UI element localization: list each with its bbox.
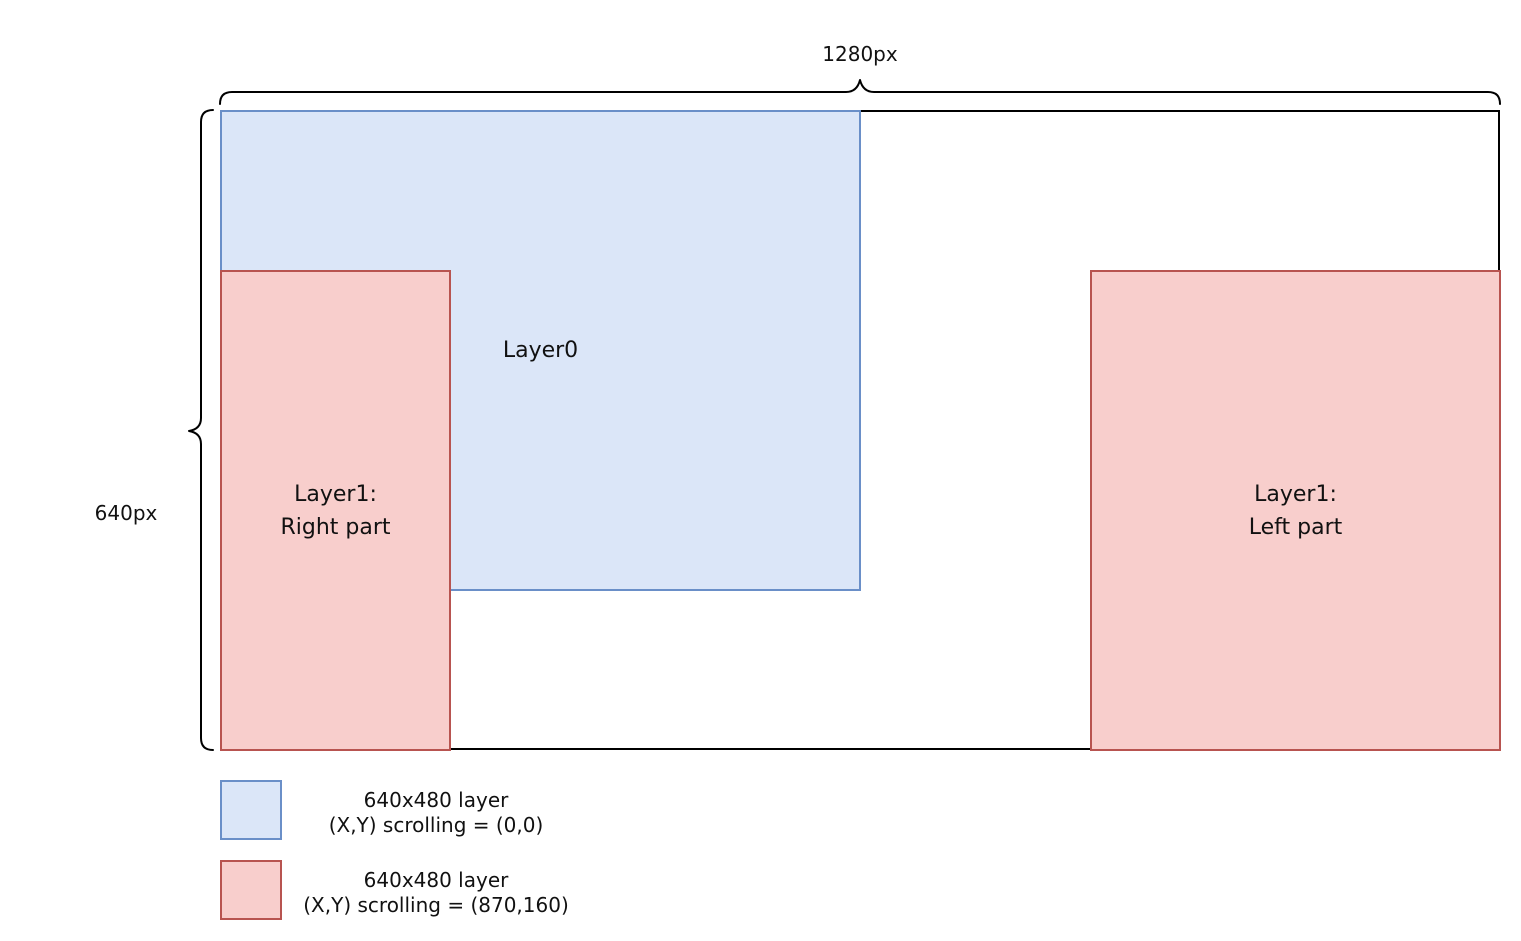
layer1-left-part-rect: Layer1: Left part bbox=[1090, 270, 1501, 751]
layer0-label: Layer0 bbox=[502, 338, 579, 363]
height-dimension-label: 640px bbox=[94, 501, 158, 525]
left-dimension-brace bbox=[188, 109, 214, 751]
legend-swatch-layer1 bbox=[220, 860, 282, 920]
legend-layer1-line2: (X,Y) scrolling = (870,160) bbox=[303, 893, 569, 917]
layer1-right-label-line2: Right part bbox=[280, 514, 391, 540]
legend-layer1-line1: 640x480 layer bbox=[363, 868, 509, 892]
top-dimension-brace bbox=[219, 79, 1501, 105]
layer1-left-label-line1: Layer1: bbox=[1254, 481, 1337, 507]
legend-item-layer1-text: 640x480 layer (X,Y) scrolling = (870,160… bbox=[286, 868, 586, 918]
layer1-right-part-rect: Layer1: Right part bbox=[220, 270, 451, 751]
legend-layer0-line1: 640x480 layer bbox=[363, 788, 509, 812]
legend-item-layer0-text: 640x480 layer (X,Y) scrolling = (0,0) bbox=[286, 788, 586, 838]
layer1-right-label-line1: Layer1: bbox=[294, 481, 377, 507]
width-dimension-label: 1280px bbox=[822, 42, 898, 66]
legend-swatch-layer0 bbox=[220, 780, 282, 840]
layer1-left-label-line2: Left part bbox=[1248, 514, 1343, 540]
legend-layer0-line2: (X,Y) scrolling = (0,0) bbox=[328, 813, 544, 837]
